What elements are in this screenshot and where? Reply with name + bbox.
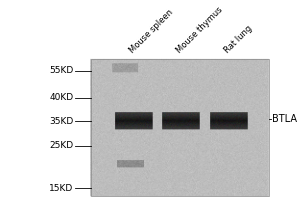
Text: 35KD: 35KD (49, 117, 74, 126)
Text: 55KD: 55KD (49, 66, 74, 75)
Text: 25KD: 25KD (49, 141, 74, 150)
Text: Rat lung: Rat lung (222, 24, 254, 55)
Bar (91, 59, 269, 196)
Text: BTLA: BTLA (272, 114, 297, 124)
Text: Mouse spleen: Mouse spleen (128, 8, 175, 55)
Text: Mouse thymus: Mouse thymus (175, 5, 225, 55)
Text: 15KD: 15KD (49, 184, 74, 193)
Text: 40KD: 40KD (49, 93, 74, 102)
